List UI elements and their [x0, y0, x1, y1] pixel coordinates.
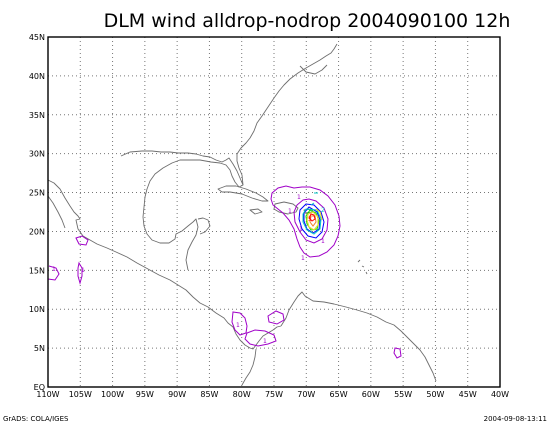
contour-label: 1 — [297, 194, 301, 201]
contour-red — [308, 213, 316, 222]
contour-purple-central-america-c — [267, 310, 285, 325]
x-tick-label: 40W — [491, 390, 509, 399]
gulf-coast — [120, 150, 244, 271]
x-tick-label: 45W — [459, 390, 477, 399]
footer-credit: GrADS: COLA/IGES — [3, 415, 69, 423]
contour-purple-pacific-b — [77, 261, 83, 285]
contour-purple-central-america-a — [231, 311, 248, 336]
contour-yellow — [306, 208, 323, 231]
nova-scotia — [299, 64, 328, 75]
x-tick-label: 100W — [101, 390, 124, 399]
contour-label: 1 — [321, 238, 325, 245]
lat-lon-grid — [48, 37, 500, 387]
x-tick-label: 55W — [394, 390, 412, 399]
map-title: DLM wind alldrop-nodrop 2004090100 12h — [104, 10, 511, 32]
latitude-tick-labels: EQ 5N 10N 15N 20N 25N 30N 35N 40N 45N — [29, 33, 45, 392]
y-tick-label: 15N — [29, 266, 45, 275]
contour-label: 3 — [308, 216, 312, 223]
x-tick-label: 95W — [136, 390, 154, 399]
contour-purple-atlantic — [393, 347, 402, 359]
contour-label: 2 — [321, 207, 325, 214]
contour-outer-purple — [270, 185, 341, 258]
x-tick-label: 105W — [69, 390, 92, 399]
x-tick-label: 110W — [36, 390, 59, 399]
hispaniola — [273, 201, 299, 215]
contour-label: 1 — [52, 266, 56, 273]
x-tick-label: 75W — [265, 390, 283, 399]
contour-purple-pacific-a — [75, 235, 89, 246]
y-tick-label: 5N — [34, 344, 45, 353]
contour-label: 1 — [288, 208, 292, 215]
y-tick-label: 30N — [29, 150, 45, 159]
y-tick-label: 25N — [29, 189, 45, 198]
contour-label: 1 — [263, 338, 267, 345]
colombia-pacific-coast — [241, 348, 257, 386]
contour-purple-2 — [293, 198, 329, 244]
y-tick-label: EQ — [34, 383, 45, 392]
y-tick-label: 35N — [29, 111, 45, 120]
x-tick-label: 85W — [200, 390, 218, 399]
contour-blue-1 — [298, 203, 325, 239]
south-america-coast — [280, 291, 437, 382]
contour-label: 1 — [81, 267, 85, 274]
contour-purple-central-america-b — [244, 329, 277, 347]
contour-cyan — [302, 192, 322, 235]
longitude-tick-labels: 110W 105W 100W 95W 90W 85W 80W 75W 70W 65W 60W 55W 5… — [36, 390, 509, 399]
y-tick-label: 40N — [29, 72, 45, 81]
map-frame — [47, 36, 501, 388]
cuba — [217, 185, 269, 202]
us-east-coast — [236, 43, 338, 186]
x-tick-label: 60W — [362, 390, 380, 399]
jamaica — [249, 208, 263, 215]
y-tick-label: 45N — [29, 33, 45, 42]
x-tick-label: 50W — [426, 390, 444, 399]
y-tick-label: 20N — [29, 227, 45, 236]
contour-purple-pacific-c — [47, 265, 60, 281]
north-america-coast — [47, 179, 282, 350]
x-tick-label: 70W — [297, 390, 315, 399]
contour-label: 1 — [301, 255, 305, 262]
lesser-antilles — [357, 259, 368, 275]
contour-label: 1 — [236, 322, 240, 329]
x-tick-label: 65W — [330, 390, 348, 399]
x-tick-label: 90W — [168, 390, 186, 399]
contour-label: 1 — [299, 226, 303, 233]
x-tick-label: 80W — [233, 390, 251, 399]
footer-timestamp: 2004-09-08-13:11 — [484, 415, 547, 423]
y-tick-label: 10N — [29, 305, 45, 314]
baja-california — [47, 195, 66, 229]
wind-difference-contours — [47, 185, 402, 359]
yucatan — [197, 217, 211, 235]
